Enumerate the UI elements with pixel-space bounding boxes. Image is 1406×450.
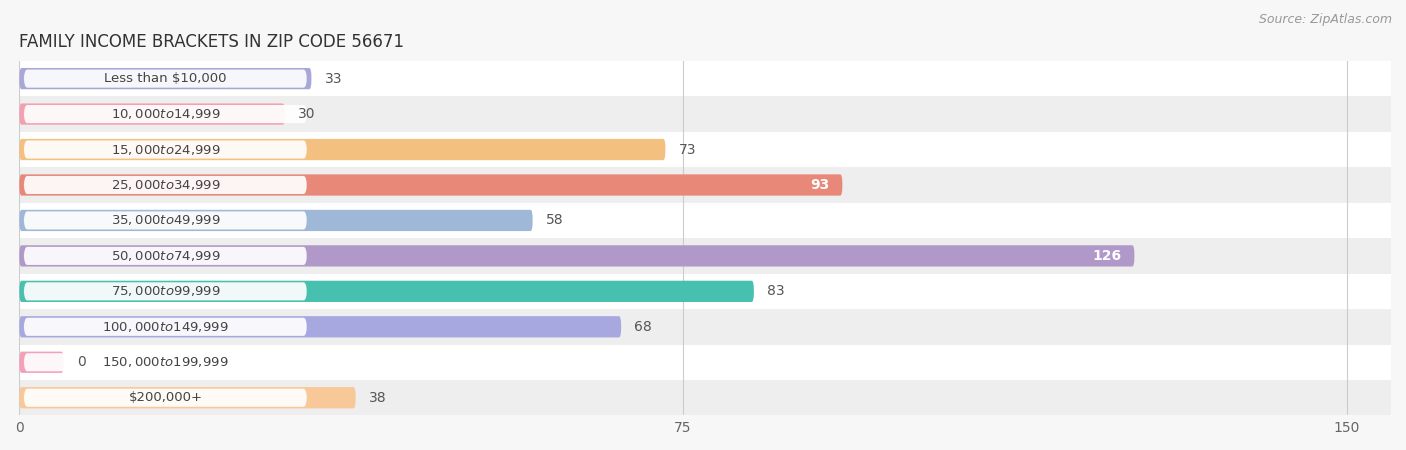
Bar [20, 202, 1391, 238]
Text: $200,000+: $200,000+ [128, 391, 202, 404]
FancyBboxPatch shape [20, 281, 754, 302]
Text: 33: 33 [325, 72, 342, 86]
Bar [20, 238, 1391, 274]
FancyBboxPatch shape [24, 140, 307, 158]
Text: 30: 30 [298, 107, 315, 121]
Text: $150,000 to $199,999: $150,000 to $199,999 [103, 355, 229, 369]
Bar [20, 167, 1391, 202]
Bar [20, 96, 1391, 132]
FancyBboxPatch shape [24, 389, 307, 407]
Bar [20, 345, 1391, 380]
Text: $25,000 to $34,999: $25,000 to $34,999 [111, 178, 221, 192]
FancyBboxPatch shape [20, 139, 665, 160]
Text: $15,000 to $24,999: $15,000 to $24,999 [111, 143, 221, 157]
Text: 38: 38 [368, 391, 387, 405]
Bar [20, 61, 1391, 96]
FancyBboxPatch shape [24, 105, 307, 123]
Text: $100,000 to $149,999: $100,000 to $149,999 [103, 320, 229, 334]
Text: Source: ZipAtlas.com: Source: ZipAtlas.com [1258, 14, 1392, 27]
Text: 93: 93 [810, 178, 830, 192]
FancyBboxPatch shape [20, 174, 842, 196]
FancyBboxPatch shape [24, 176, 307, 194]
Bar [20, 380, 1391, 415]
Bar [20, 274, 1391, 309]
Text: $75,000 to $99,999: $75,000 to $99,999 [111, 284, 221, 298]
Text: $35,000 to $49,999: $35,000 to $49,999 [111, 213, 221, 227]
Text: 83: 83 [768, 284, 785, 298]
Bar [20, 309, 1391, 345]
FancyBboxPatch shape [20, 68, 311, 89]
FancyBboxPatch shape [24, 70, 307, 88]
Text: FAMILY INCOME BRACKETS IN ZIP CODE 56671: FAMILY INCOME BRACKETS IN ZIP CODE 56671 [20, 33, 405, 51]
Text: $50,000 to $74,999: $50,000 to $74,999 [111, 249, 221, 263]
Text: 73: 73 [679, 143, 696, 157]
Text: 126: 126 [1092, 249, 1121, 263]
FancyBboxPatch shape [20, 245, 1135, 266]
FancyBboxPatch shape [20, 104, 285, 125]
FancyBboxPatch shape [24, 282, 307, 301]
FancyBboxPatch shape [24, 247, 307, 265]
Text: $10,000 to $14,999: $10,000 to $14,999 [111, 107, 221, 121]
FancyBboxPatch shape [24, 318, 307, 336]
Text: Less than $10,000: Less than $10,000 [104, 72, 226, 85]
FancyBboxPatch shape [24, 212, 307, 230]
FancyBboxPatch shape [20, 387, 356, 408]
Bar [20, 132, 1391, 167]
FancyBboxPatch shape [20, 316, 621, 338]
FancyBboxPatch shape [20, 351, 63, 373]
Text: 0: 0 [77, 355, 86, 369]
Text: 68: 68 [634, 320, 652, 334]
FancyBboxPatch shape [20, 210, 533, 231]
FancyBboxPatch shape [24, 353, 307, 371]
Text: 58: 58 [546, 213, 564, 227]
